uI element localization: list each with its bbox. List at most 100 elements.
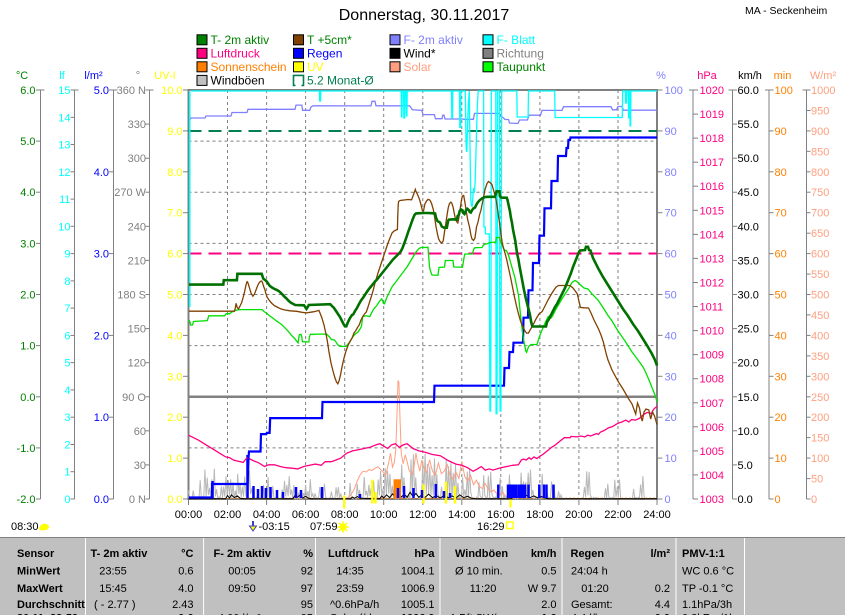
svg-text:23:59: 23:59: [336, 583, 364, 595]
svg-text:UV-I: UV-I: [154, 70, 175, 82]
svg-text:Regen: Regen: [307, 47, 342, 61]
svg-text:Sensor: Sensor: [17, 548, 55, 560]
svg-text:850: 850: [811, 146, 829, 158]
svg-text:16:00: 16:00: [487, 509, 515, 521]
svg-text:1018: 1018: [700, 133, 724, 145]
svg-text:600: 600: [811, 249, 829, 261]
svg-text:09:50: 09:50: [228, 583, 256, 595]
svg-text:hPa: hPa: [414, 548, 435, 560]
svg-text:15: 15: [58, 85, 70, 97]
svg-text:30: 30: [775, 371, 787, 383]
svg-text:35.0: 35.0: [738, 255, 759, 267]
svg-text:Gesamt:: Gesamt:: [571, 599, 613, 611]
svg-text:7: 7: [64, 303, 70, 315]
svg-text:18:00: 18:00: [526, 509, 554, 521]
svg-text:12: 12: [58, 167, 70, 179]
svg-text:W 9.7: W 9.7: [528, 583, 557, 595]
svg-text:-2.0: -2.0: [17, 494, 36, 506]
svg-text:0: 0: [775, 494, 781, 506]
svg-text:km/h: km/h: [531, 548, 557, 560]
svg-text:100: 100: [775, 85, 793, 97]
svg-text:50: 50: [665, 290, 677, 302]
svg-text:200: 200: [811, 412, 829, 424]
svg-text:360 N: 360 N: [117, 85, 146, 97]
svg-text:20.0: 20.0: [738, 358, 759, 370]
svg-text:MA - Seckenheim: MA - Seckenheim: [745, 5, 828, 17]
svg-text:1017: 1017: [700, 157, 724, 169]
svg-text:1004.1: 1004.1: [401, 566, 435, 578]
svg-text:90 O: 90 O: [122, 392, 146, 404]
svg-text:30.0: 30.0: [738, 290, 759, 302]
svg-text:1009: 1009: [700, 350, 724, 362]
svg-text:%: %: [656, 70, 666, 82]
svg-text:3.0: 3.0: [94, 249, 109, 261]
svg-text:97: 97: [301, 583, 313, 595]
svg-text:%: %: [303, 548, 313, 560]
svg-text:-03:15: -03:15: [259, 521, 290, 533]
svg-text:°C: °C: [16, 70, 28, 82]
svg-text:80: 80: [775, 167, 787, 179]
svg-text:25.0: 25.0: [738, 324, 759, 336]
svg-text:4.00 l/m²: 4.00 l/m²: [218, 613, 261, 615]
svg-text:3.0: 3.0: [20, 238, 35, 250]
svg-text:40: 40: [665, 330, 677, 342]
svg-text:Donnerstag, 30.11.2017: Donnerstag, 30.11.2017: [339, 7, 510, 24]
svg-text:90: 90: [775, 126, 787, 138]
svg-text:210: 210: [128, 255, 146, 267]
svg-text:90: 90: [665, 126, 677, 138]
svg-text:08:30: 08:30: [11, 521, 39, 533]
svg-text:00:05: 00:05: [228, 566, 256, 578]
svg-text:650: 650: [811, 228, 829, 240]
svg-text:Durchschnitt: Durchschnitt: [17, 599, 85, 611]
svg-text:400: 400: [811, 330, 829, 342]
svg-text:5.0: 5.0: [94, 85, 109, 97]
svg-text:1014: 1014: [700, 229, 724, 241]
svg-text:1006: 1006: [700, 422, 724, 434]
svg-text:1.0: 1.0: [20, 341, 35, 353]
svg-text:0.5: 0.5: [541, 566, 556, 578]
svg-text:4.0: 4.0: [20, 187, 35, 199]
svg-text:07:59: 07:59: [310, 521, 338, 533]
svg-text:9: 9: [64, 249, 70, 261]
svg-text:1000: 1000: [811, 85, 835, 97]
svg-text:0.0: 0.0: [20, 392, 35, 404]
svg-text:50: 50: [775, 290, 787, 302]
svg-text:km/h: km/h: [738, 70, 762, 82]
svg-text:08:00: 08:00: [331, 509, 359, 521]
svg-text:4.0: 4.0: [167, 330, 182, 342]
svg-text:WC 0.6 °C: WC 0.6 °C: [682, 566, 734, 578]
svg-text:2.0: 2.0: [541, 599, 556, 611]
svg-text:9.0: 9.0: [167, 126, 182, 138]
svg-text:100: 100: [811, 453, 829, 465]
svg-text:TP -0.1 °C: TP -0.1 °C: [682, 583, 733, 595]
svg-text:55.0: 55.0: [738, 119, 759, 131]
svg-text:1019: 1019: [700, 109, 724, 121]
svg-text:0.0: 0.0: [167, 494, 182, 506]
svg-text:4.0: 4.0: [178, 583, 193, 595]
svg-text:7.0: 7.0: [167, 208, 182, 220]
svg-text:10.0: 10.0: [738, 426, 759, 438]
svg-text:06:00: 06:00: [292, 509, 320, 521]
svg-text:T- 2m aktiv: T- 2m aktiv: [91, 548, 149, 560]
svg-text:450: 450: [811, 310, 829, 322]
svg-text:8.0: 8.0: [167, 167, 182, 179]
svg-text:Solar: Solar: [404, 60, 432, 74]
svg-text:300: 300: [811, 371, 829, 383]
svg-text:Ø 10 min.: Ø 10 min.: [455, 566, 503, 578]
svg-text:1.0: 1.0: [167, 453, 182, 465]
svg-text:l/m²: l/m²: [84, 70, 103, 82]
svg-text:1 Bft SW/: 1 Bft SW/: [450, 613, 497, 615]
svg-text:UV: UV: [307, 60, 324, 74]
svg-text:95: 95: [301, 599, 313, 611]
svg-text:1.6: 1.6: [541, 613, 556, 615]
svg-text:30: 30: [134, 460, 146, 472]
svg-text:F- 2m aktiv: F- 2m aktiv: [214, 548, 272, 560]
svg-text:0 N: 0 N: [129, 494, 146, 506]
svg-text:1.0: 1.0: [94, 412, 109, 424]
svg-text:250: 250: [811, 392, 829, 404]
svg-text:24:04 h: 24:04 h: [571, 566, 608, 578]
svg-text:14:35: 14:35: [336, 566, 364, 578]
svg-text:30: 30: [665, 371, 677, 383]
svg-text:2.0: 2.0: [94, 330, 109, 342]
svg-text:5.0: 5.0: [738, 460, 753, 472]
